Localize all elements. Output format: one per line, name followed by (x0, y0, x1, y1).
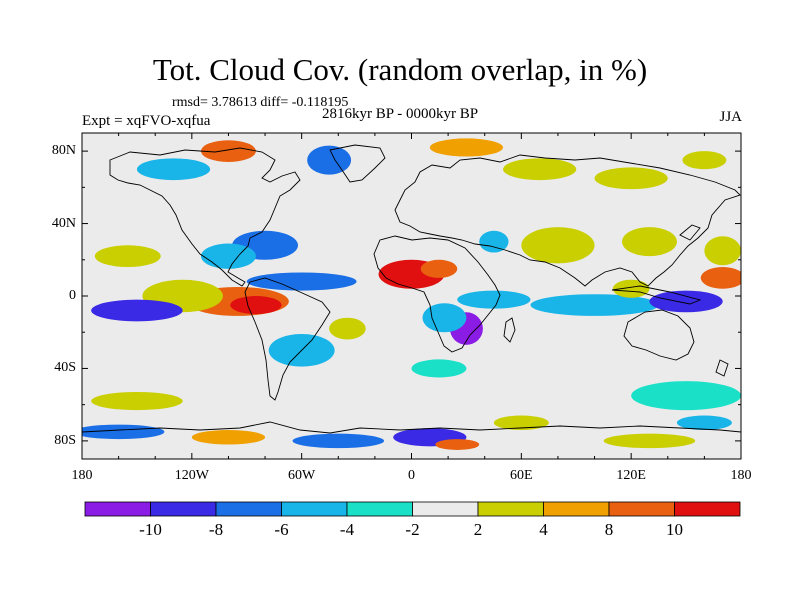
lon-tick-label: 60W (288, 468, 316, 483)
anomaly-region (411, 359, 467, 378)
plot-title: Tot. Cloud Cov. (random overlap, in %) (152, 52, 648, 87)
coastline-eurasia (394, 154, 741, 287)
anomaly-layer (82, 138, 741, 450)
anomaly-region (682, 151, 727, 170)
anomaly-region (94, 245, 161, 268)
lat-tick-label: 80N (51, 143, 76, 159)
anomaly-region (603, 433, 696, 449)
coastline-south-america (244, 277, 331, 401)
anomaly-region (82, 424, 165, 440)
lon-tick-label: 180 (730, 468, 752, 483)
coastline-north-america (109, 147, 301, 287)
lat-tick-label: 40S (54, 360, 76, 376)
period-label: 2816kyr BP - 0000kyr BP (322, 106, 479, 122)
colorbar-swatch (543, 501, 610, 517)
anomaly-region (530, 294, 659, 316)
coastline-indonesia (611, 285, 702, 305)
colorbar-label: -4 (339, 520, 355, 539)
axis-ticks (81, 133, 742, 459)
colorbar-swatch (150, 501, 217, 517)
lat-tick-label: 0 (69, 288, 76, 303)
anomaly-region (136, 158, 211, 181)
anomaly-region (457, 290, 531, 309)
anomaly-region (493, 415, 549, 431)
colorbar-label: -2 (405, 520, 420, 539)
experiment-label: Expt = xqFVO-xqfua (82, 113, 211, 129)
anomaly-region (191, 430, 266, 445)
colorbar-label: 10 (666, 520, 683, 539)
anomaly-region (91, 391, 183, 411)
colorbar-swatch (674, 501, 741, 517)
coastlines (82, 144, 741, 434)
lon-tick-label: 60E (510, 468, 533, 483)
anomaly-region (292, 433, 385, 449)
anomaly-region (435, 439, 480, 450)
anomaly-region (200, 140, 256, 162)
anomaly-region (649, 290, 723, 313)
lon-tick-label: 180 (71, 468, 93, 483)
lon-tick-label: 120W (174, 468, 209, 483)
anomaly-region (230, 296, 282, 315)
colorbar-label: -6 (274, 520, 289, 539)
anomaly-region (631, 381, 741, 411)
anomaly-region (307, 145, 352, 175)
season-label: JJA (719, 109, 742, 125)
colorbar-swatch (608, 501, 675, 517)
lat-tick-label: 80S (54, 432, 76, 448)
colorbar (84, 501, 741, 517)
anomaly-region (246, 272, 357, 291)
colorbar-label: 4 (539, 520, 548, 539)
colorbar-swatch (281, 501, 348, 517)
anomaly-region (704, 236, 741, 266)
lon-tick-label: 0 (408, 468, 415, 483)
anomaly-region (91, 299, 183, 322)
coastline-australia (623, 309, 695, 361)
anomaly-region (612, 279, 650, 298)
colorbar-swatch (412, 501, 479, 517)
colorbar-swatch (215, 501, 282, 517)
anomaly-region (700, 267, 741, 289)
anomaly-region (521, 227, 595, 264)
anomaly-region (594, 167, 668, 190)
coastline-newzealand (715, 359, 729, 377)
colorbar-label: 2 (473, 520, 483, 539)
colorbar-swatch (346, 501, 413, 517)
anomaly-region (429, 138, 504, 157)
colorbar-swatch (477, 501, 544, 517)
colorbar-label: -8 (208, 520, 224, 539)
lon-tick-label: 120E (616, 468, 646, 483)
anomaly-region (420, 259, 458, 278)
coastline-africa (373, 235, 501, 353)
coastline-madagascar (503, 317, 516, 343)
stats-label: rmsd= 3.78613 diff= -0.118195 (172, 95, 349, 110)
anomaly-region (329, 317, 366, 340)
anomaly-region (479, 230, 509, 253)
colorbar-label: -10 (139, 520, 162, 539)
anomaly-region (422, 303, 467, 333)
coastline-greenland (329, 144, 386, 183)
coastline-japan (679, 224, 701, 241)
anomaly-region (622, 227, 677, 257)
anomaly-region (200, 243, 256, 269)
colorbar-swatch (84, 501, 151, 517)
lat-tick-label: 40N (51, 215, 76, 231)
anomaly-region (503, 158, 577, 181)
colorbar-label: 8 (604, 520, 614, 539)
anomaly-region (676, 415, 732, 431)
coastline-antarctica (82, 421, 741, 434)
